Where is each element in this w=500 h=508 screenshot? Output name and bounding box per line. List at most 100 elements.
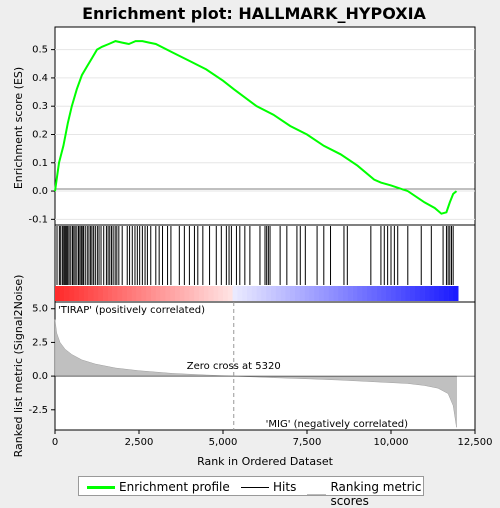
x-tick-label: 0 (52, 437, 58, 448)
rank-color-band-segment (55, 286, 61, 301)
rank-color-band-segment (184, 286, 190, 301)
rank-color-band-segment (376, 286, 382, 301)
rank-color-band-segment (151, 286, 157, 301)
rank-color-band-segment (199, 286, 205, 301)
metric-y-tick-label: 0.0 (32, 371, 48, 382)
rank-color-band-segment (103, 286, 109, 301)
rank-color-band-segment (304, 286, 310, 301)
rank-color-band-segment (443, 286, 449, 301)
rank-color-band-segment (247, 286, 253, 301)
rank-color-band-segment (415, 286, 421, 301)
hits-bars (56, 226, 454, 285)
x-tick-label: 5,000 (209, 437, 238, 448)
rank-color-band-segment (357, 286, 363, 301)
rank-color-band-segment (381, 286, 387, 301)
rank-color-band-segment (237, 286, 243, 301)
rank-color-band-segment (314, 286, 320, 301)
rank-color-band-segment (400, 286, 406, 301)
rank-color-band-segment (275, 286, 281, 301)
rank-color-band-segment (328, 286, 334, 301)
rank-color-band-segment (367, 286, 373, 301)
rank-color-band-segment (69, 286, 75, 301)
rank-color-band-segment (371, 286, 377, 301)
rank-color-band-segment (141, 286, 147, 301)
rank-color-band-segment (405, 286, 411, 301)
rank-color-band-segment (343, 286, 349, 301)
enrichment-profile-line (54, 40, 458, 215)
rank-color-band-segment (155, 286, 161, 301)
rank-color-band-segment (319, 286, 325, 301)
rank-color-band-segment (266, 286, 272, 301)
es-y-tick-label: 0.0 (32, 186, 48, 197)
x-tick-label: 7,500 (293, 437, 322, 448)
legend: Enrichment profile Hits Ranking metric s… (78, 476, 424, 508)
negative-correlation-label: 'MIG' (negatively correlated) (266, 419, 408, 430)
rank-color-band-segment (160, 286, 166, 301)
rank-color-band-segment (213, 286, 219, 301)
rank-color-band-segment (232, 286, 238, 301)
legend-item-enrichment-profile: Enrichment profile (87, 480, 230, 494)
rank-color-band-segment (333, 286, 339, 301)
legend-swatch-enrichment-profile (87, 485, 115, 489)
rank-color-band-segment (74, 286, 80, 301)
rank-color-band-segment (117, 286, 123, 301)
rank-color-band-segment (194, 286, 200, 301)
rank-color-band-segment (64, 286, 70, 301)
es-y-tick-label: 0.2 (32, 129, 48, 140)
es-y-tick-label: -0.1 (28, 214, 48, 225)
rank-color-band-segment (285, 286, 291, 301)
legend-label-enrichment-profile: Enrichment profile (119, 480, 230, 494)
es-panel (54, 26, 476, 226)
rank-color-band-segment (338, 286, 344, 301)
es-y-axis: -0.1 0.0 0.1 0.2 0.3 0.4 0.5 (28, 45, 55, 225)
legend-item-hits: Hits (241, 480, 296, 494)
rank-color-band-segment (309, 286, 315, 301)
rank-color-band-segment (59, 286, 65, 301)
rank-color-band-segment (227, 286, 233, 301)
rank-color-band-segment (323, 286, 329, 301)
rank-color-band-segment (179, 286, 185, 301)
rank-color-band-segment (136, 286, 142, 301)
rank-color-band-segment (439, 286, 445, 301)
rank-color-band-segment (98, 286, 104, 301)
es-y-tick-label: 0.5 (32, 45, 48, 56)
x-tick-label: 10,000 (374, 437, 409, 448)
rank-color-band-segment (189, 286, 195, 301)
rank-color-band-segment (352, 286, 358, 301)
metric-y-tick-label: -2.5 (28, 405, 48, 416)
metric-panel (54, 301, 476, 431)
x-tick-label: 12,500 (458, 437, 493, 448)
rank-color-band-segment (170, 286, 176, 301)
rank-color-band-segment (83, 286, 89, 301)
legend-item-ranking-metric: Ranking metric scores (307, 480, 423, 508)
rank-color-band-segment (146, 286, 152, 301)
rank-color-band-segment (295, 286, 301, 301)
x-axis-label: Rank in Ordered Dataset (197, 455, 334, 468)
rank-color-band-segment (256, 286, 262, 301)
metric-y-axis: -2.5 0.0 2.5 5.0 (28, 304, 55, 416)
rank-color-band-segment (242, 286, 248, 301)
rank-color-band-segment (251, 286, 257, 301)
rank-color-band-segment (112, 286, 118, 301)
rank-color-band-segment (175, 286, 181, 301)
rank-color-band-segment (347, 286, 353, 301)
legend-swatch-hits (241, 486, 269, 488)
legend-swatch-ranking-metric (307, 493, 327, 495)
rank-color-band-segment (107, 286, 113, 301)
rank-color-band-segment (395, 286, 401, 301)
es-y-tick-label: 0.3 (32, 101, 48, 112)
x-axis: 0 2,500 5,000 7,500 10,000 12,500 (52, 430, 493, 448)
rank-color-band-segment (203, 286, 209, 301)
es-panel-gridlines (55, 49, 475, 220)
rank-color-band-segment (88, 286, 94, 301)
metric-y-axis-label: Ranked list metric (Signal2Noise) (12, 275, 25, 458)
rank-color-band-segment (280, 286, 286, 301)
rank-color-band-segment (131, 286, 137, 301)
rank-color-band-segment (290, 286, 296, 301)
rank-color-band-segment (453, 286, 459, 301)
chart-title: Enrichment plot: HALLMARK_HYPOXIA (82, 4, 426, 23)
rank-color-band-segment (434, 286, 440, 301)
rank-color-band-segment (386, 286, 392, 301)
rank-color-band-segment (261, 286, 267, 301)
